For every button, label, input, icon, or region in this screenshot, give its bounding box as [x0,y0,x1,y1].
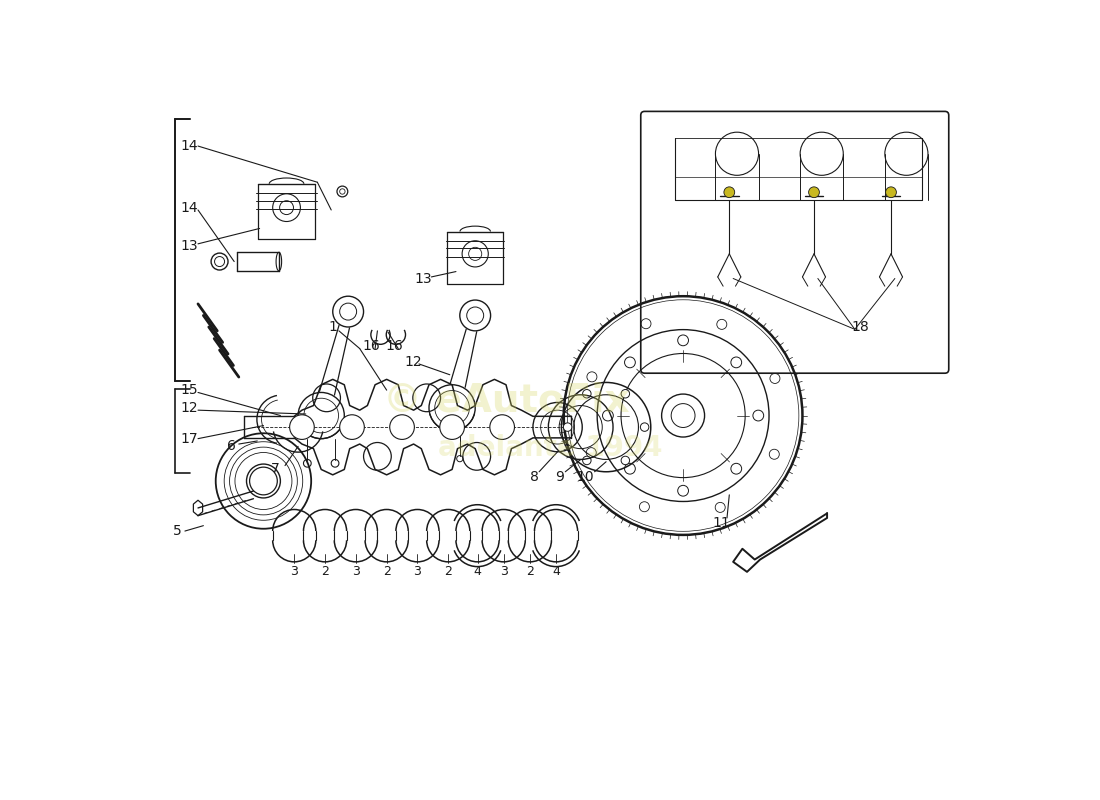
Text: 16: 16 [385,339,404,354]
Text: 2: 2 [383,566,390,578]
Text: 3: 3 [290,566,298,578]
Text: 17: 17 [180,432,198,446]
Circle shape [808,187,820,198]
Circle shape [583,390,591,398]
Text: 5: 5 [173,524,182,538]
Text: 13: 13 [415,272,432,286]
Text: 11: 11 [713,516,730,530]
Text: 16: 16 [362,339,381,354]
Text: 9: 9 [556,470,564,484]
Circle shape [640,423,649,431]
Circle shape [621,390,629,398]
Text: 2: 2 [321,566,329,578]
Text: 10: 10 [576,470,594,484]
Text: © eAutoFix: © eAutoFix [383,381,629,419]
Circle shape [886,187,896,198]
Text: adelante 1994: adelante 1994 [438,434,662,462]
Text: 3: 3 [414,566,421,578]
Text: 4: 4 [552,566,560,578]
Text: 14: 14 [180,201,198,214]
Circle shape [490,414,515,439]
Text: 2: 2 [444,566,452,578]
Text: 18: 18 [851,320,869,334]
Text: 8: 8 [530,470,539,484]
Text: 2: 2 [526,566,534,578]
Text: 6: 6 [227,439,235,454]
Circle shape [389,414,415,439]
Text: 15: 15 [180,383,198,397]
Circle shape [250,467,277,495]
Text: 12: 12 [405,354,422,369]
Circle shape [583,456,591,465]
Circle shape [340,414,364,439]
Text: 12: 12 [180,401,198,415]
Text: 13: 13 [180,239,198,253]
Circle shape [440,414,464,439]
Text: 4: 4 [474,566,482,578]
Text: 14: 14 [180,139,198,153]
Text: 3: 3 [352,566,360,578]
Text: 3: 3 [499,566,507,578]
Text: 7: 7 [271,462,279,477]
Circle shape [724,187,735,198]
Circle shape [289,414,315,439]
Circle shape [563,423,572,431]
Text: 1: 1 [328,320,338,334]
Circle shape [621,456,629,465]
